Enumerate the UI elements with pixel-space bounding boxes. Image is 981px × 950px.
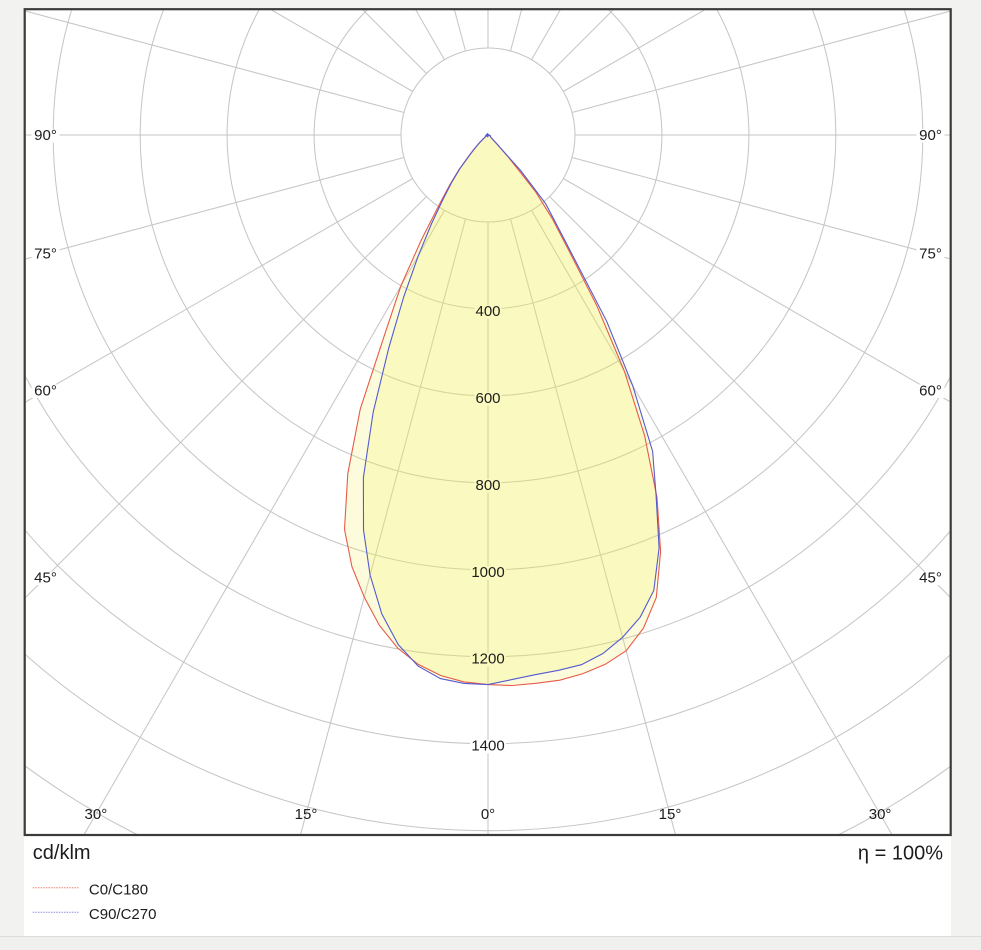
svg-text:η = 100%: η = 100%	[858, 843, 943, 865]
svg-text:60°: 60°	[919, 382, 942, 399]
svg-text:1000: 1000	[471, 564, 504, 581]
svg-text:15°: 15°	[295, 806, 318, 823]
svg-text:45°: 45°	[34, 569, 57, 586]
svg-text:90°: 90°	[34, 127, 57, 144]
svg-text:400: 400	[475, 303, 500, 320]
svg-text:800: 800	[475, 477, 500, 494]
svg-text:1200: 1200	[471, 651, 504, 668]
svg-text:45°: 45°	[919, 569, 942, 586]
svg-text:600: 600	[475, 390, 500, 407]
svg-text:0°: 0°	[481, 806, 495, 823]
svg-text:C0/C180: C0/C180	[89, 882, 148, 899]
svg-text:75°: 75°	[919, 245, 942, 262]
svg-text:1400: 1400	[471, 738, 504, 755]
svg-text:cd/klm: cd/klm	[33, 842, 91, 864]
svg-text:15°: 15°	[659, 806, 682, 823]
svg-text:90°: 90°	[919, 127, 942, 144]
svg-text:60°: 60°	[34, 382, 57, 399]
svg-text:30°: 30°	[85, 806, 108, 823]
svg-text:C90/C270: C90/C270	[89, 906, 157, 923]
svg-text:30°: 30°	[869, 806, 892, 823]
svg-text:75°: 75°	[34, 245, 57, 262]
